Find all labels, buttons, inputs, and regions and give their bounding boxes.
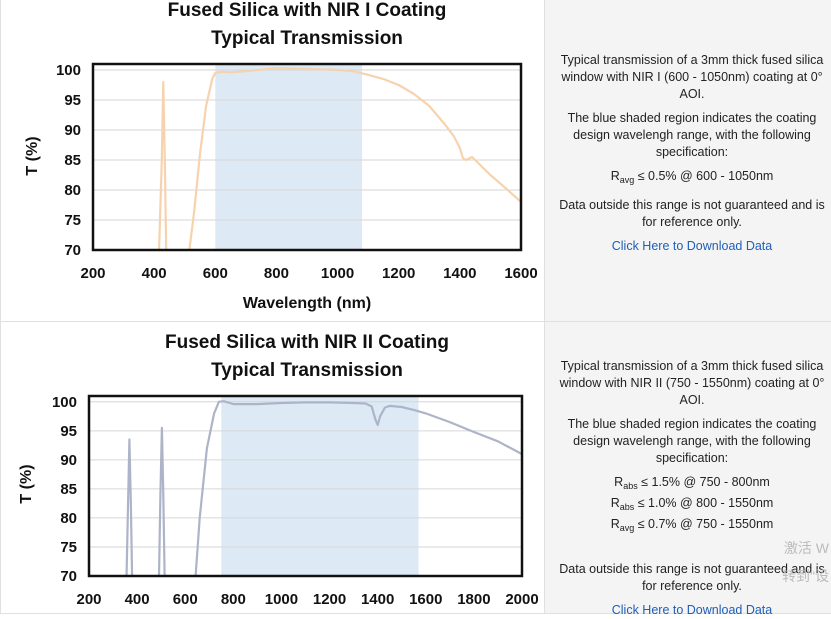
- spec-line: Ravg ≤ 0.5% @ 600 - 1050nm: [559, 168, 825, 189]
- spec-symbol: R: [610, 517, 620, 531]
- nir1-transmission-chart: Fused Silica with NIR I Coating Typical …: [24, 0, 538, 312]
- info-shading-note: The blue shaded region indicates the coa…: [567, 111, 817, 159]
- spec-line: Rabs ≤ 1.0% @ 800 - 1550nm: [559, 495, 825, 516]
- info-panel-nir1: Typical transmission of a 3mm thick fuse…: [545, 0, 831, 321]
- x-tick-label: 1000: [265, 591, 298, 608]
- y-tick-label: 70: [60, 568, 77, 585]
- x-tick-label: 1600: [409, 591, 442, 608]
- y-tick-label: 80: [64, 182, 81, 199]
- watermark-text: 激活 W: [783, 540, 829, 556]
- y-tick-label: 85: [64, 152, 81, 169]
- info-panel-nir2: Typical transmission of a 3mm thick fuse…: [545, 322, 831, 617]
- y-tick-label: 90: [64, 122, 81, 139]
- x-tick-label: 200: [76, 591, 101, 608]
- chart-title-line1: Fused Silica with NIR I Coating: [168, 0, 447, 21]
- x-tick-label: 1600: [504, 265, 537, 282]
- y-tick-label: 75: [60, 539, 77, 556]
- x-tick-label: 400: [142, 265, 167, 282]
- spec-text: ≤ 1.0% @ 800 - 1550nm: [634, 496, 774, 510]
- design-range-shade: [221, 396, 419, 576]
- info-shading-note: The blue shaded region indicates the coa…: [567, 417, 817, 465]
- spec-line: Rabs ≤ 1.5% @ 750 - 800nm: [559, 474, 825, 495]
- nir2-transmission-chart: Fused Silica with NIR II Coating Typical…: [18, 332, 539, 608]
- x-tick-label: 600: [173, 591, 198, 608]
- series-line: [157, 80, 168, 250]
- info-disclaimer: Data outside this range is not guarantee…: [559, 562, 825, 593]
- spec-symbol: R: [610, 169, 620, 183]
- spec-list: Rabs ≤ 1.5% @ 750 - 800nm Rabs ≤ 1.0% @ …: [559, 474, 825, 537]
- spec-subscript: avg: [619, 523, 635, 533]
- x-tick-label: 800: [264, 265, 289, 282]
- info-description: Typical transmission of a 3mm thick fuse…: [559, 359, 825, 407]
- plot-area: 70 75 80 85 90 95 100 200 400 600 800 1000 1200 1400 1…: [56, 62, 538, 282]
- series-line: [188, 67, 521, 250]
- y-tick-label: 95: [60, 423, 77, 440]
- x-tick-label: 1400: [361, 591, 394, 608]
- spec-list: Ravg ≤ 0.5% @ 600 - 1050nm: [559, 168, 825, 189]
- y-tick-label: 95: [64, 92, 81, 109]
- y-tick-label: 90: [60, 452, 77, 469]
- spec-text: ≤ 0.7% @ 750 - 1550nm: [634, 517, 774, 531]
- y-tick-label: 100: [56, 62, 81, 79]
- series-line: [125, 438, 134, 576]
- x-tick-label: 1800: [457, 591, 490, 608]
- y-tick-label: 85: [60, 481, 77, 498]
- y-tick-label: 80: [60, 510, 77, 527]
- y-tick-label: 70: [64, 242, 81, 259]
- info-disclaimer: Data outside this range is not guarantee…: [559, 198, 825, 229]
- chart-title-line2: Typical Transmission: [211, 360, 403, 381]
- spec-text: ≤ 0.5% @ 600 - 1050nm: [634, 169, 774, 183]
- spec-text: ≤ 1.5% @ 750 - 800nm: [637, 475, 770, 489]
- spec-subscript: avg: [619, 175, 635, 185]
- chart-cell-nir1: Fused Silica with NIR I Coating Typical …: [0, 0, 545, 321]
- chart-title-line1: Fused Silica with NIR II Coating: [165, 332, 449, 353]
- y-tick-label: 100: [52, 394, 77, 411]
- y-axis-label: T (%): [18, 464, 35, 503]
- series-line: [194, 400, 522, 576]
- spec-subscript: abs: [619, 502, 635, 512]
- chart-title-line2: Typical Transmission: [211, 28, 403, 49]
- design-range-shade: [215, 64, 363, 250]
- download-data-link[interactable]: Click Here to Download Data: [611, 239, 773, 253]
- chart-row-nir2: Fused Silica with NIR II Coating Typical…: [0, 322, 831, 617]
- spec-subscript: abs: [623, 481, 638, 491]
- plot-frame: [91, 62, 523, 252]
- info-description: Typical transmission of a 3mm thick fuse…: [560, 53, 824, 101]
- plot-frame: [87, 394, 524, 578]
- x-tick-label: 800: [221, 591, 246, 608]
- x-tick-label: 1400: [443, 265, 476, 282]
- spec-symbol: R: [610, 496, 620, 510]
- chart-cell-nir2: Fused Silica with NIR II Coating Typical…: [0, 322, 545, 613]
- x-tick-label: 2000: [505, 591, 538, 608]
- x-tick-label: 600: [203, 265, 228, 282]
- series-line: [157, 426, 166, 576]
- x-tick-label: 1200: [382, 265, 415, 282]
- spec-symbol: R: [614, 475, 624, 489]
- x-tick-label: 1200: [313, 591, 346, 608]
- spec-line: Ravg ≤ 0.7% @ 750 - 1550nm: [559, 516, 825, 537]
- y-axis-label: T (%): [24, 136, 41, 175]
- chart-row-nir1: Fused Silica with NIR I Coating Typical …: [0, 0, 831, 322]
- x-tick-label: 200: [80, 265, 105, 282]
- y-tick-label: 75: [64, 212, 81, 229]
- watermark-text: 转到"设: [782, 568, 829, 584]
- download-data-link[interactable]: Click Here to Download Data: [611, 603, 773, 617]
- x-tick-label: 400: [125, 591, 150, 608]
- x-axis-label: Wavelength (nm): [243, 295, 371, 312]
- plot-area: 70 75 80 85 90 95 100 200 400 600 800 1000 1200 1400 1…: [52, 394, 539, 608]
- x-tick-label: 1000: [321, 265, 354, 282]
